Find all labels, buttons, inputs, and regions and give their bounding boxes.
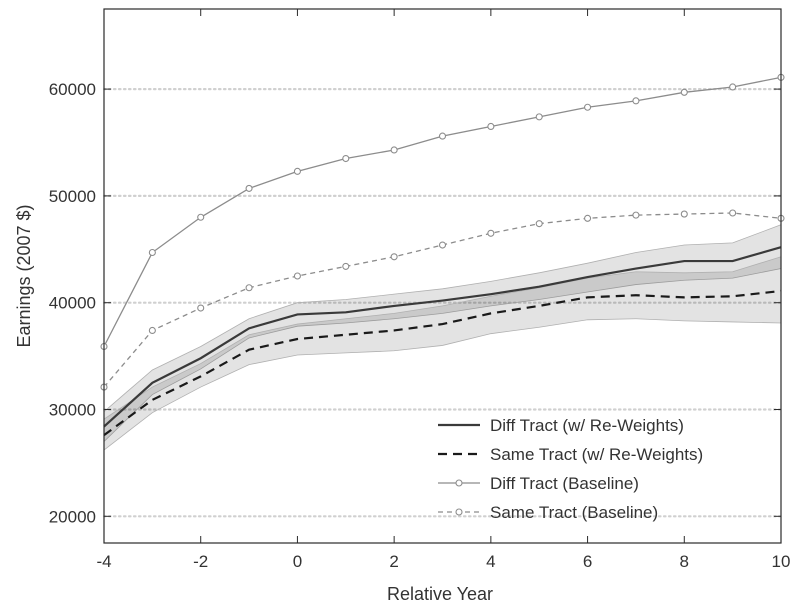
y-tick-label: 50000 [49,187,96,206]
data-point-marker [438,241,447,249]
data-point-marker [535,113,543,121]
data-point-marker [584,103,592,111]
legend-label: Same Tract (Baseline) [490,503,658,522]
data-point-marker [197,213,205,221]
data-point-marker [293,272,301,280]
x-tick-label: -4 [96,552,111,571]
y-tick-label: 60000 [49,80,96,99]
x-tick-label: 6 [583,552,592,571]
data-point-marker [680,88,688,96]
data-point-marker [535,220,543,228]
data-point-marker [632,97,640,105]
legend-label: Diff Tract (w/ Re-Weights) [490,416,684,435]
data-point-marker [390,253,398,261]
data-point-marker [438,132,447,140]
data-point-marker [293,167,301,175]
legend: Diff Tract (w/ Re-Weights) Same Tract (w/… [438,416,703,522]
x-tick-label: 10 [772,552,791,571]
x-tick-label: 2 [389,552,398,571]
legend-marker-sample [455,479,463,487]
data-point-marker [390,146,398,154]
series-lines [100,73,785,437]
y-tick-label: 40000 [49,294,96,313]
data-point-marker [148,326,156,335]
data-point-marker [729,83,737,91]
legend-label: Diff Tract (Baseline) [490,474,639,493]
x-axis-label: Relative Year [387,584,493,604]
data-point-marker [632,211,640,219]
series-line [103,289,782,437]
x-tick-label: 4 [486,552,495,571]
data-point-marker [342,154,350,163]
y-axis-label: Earnings (2007 $) [14,204,34,347]
series-line [103,246,782,428]
plot-frame [103,8,782,544]
data-point-marker [729,209,737,217]
data-point-marker [487,229,495,237]
legend-marker-sample [455,508,463,516]
gridlines [102,87,783,518]
axes: -4 -2 0 2 4 6 8 10 20000 30000 40000 50000 60000 [49,8,791,571]
y-tick-label: 20000 [49,507,96,526]
data-point-marker [245,184,253,192]
data-point-marker [342,262,350,270]
data-point-marker [680,210,688,218]
y-tick-label: 30000 [49,401,96,420]
x-tick-label: 0 [293,552,302,571]
x-tick-label: 8 [680,552,689,571]
x-tick-label: -2 [193,552,208,571]
data-point-marker [487,122,495,131]
data-point-marker [245,284,253,292]
data-point-marker [584,214,592,222]
data-point-marker [148,248,156,257]
data-point-marker [197,304,205,312]
legend-label: Same Tract (w/ Re-Weights) [490,445,703,464]
